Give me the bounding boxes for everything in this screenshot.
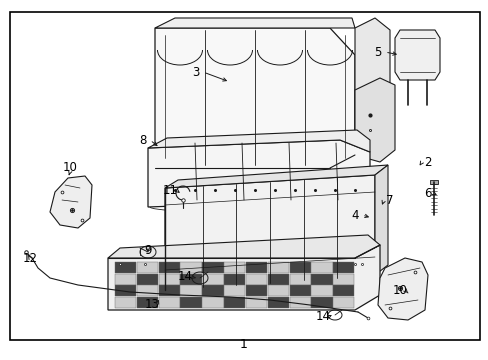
Polygon shape bbox=[377, 258, 427, 320]
Bar bbox=[332, 285, 354, 296]
Bar bbox=[245, 297, 266, 307]
Polygon shape bbox=[164, 175, 374, 290]
Text: 8: 8 bbox=[139, 134, 146, 147]
Bar bbox=[311, 285, 332, 296]
Bar bbox=[267, 285, 288, 296]
Bar bbox=[180, 285, 202, 296]
Bar bbox=[137, 297, 158, 307]
Bar bbox=[202, 274, 223, 284]
Bar bbox=[202, 297, 223, 307]
Bar bbox=[267, 262, 288, 273]
Bar bbox=[332, 297, 354, 307]
Text: 10: 10 bbox=[62, 161, 77, 174]
Bar bbox=[137, 285, 158, 296]
Polygon shape bbox=[354, 18, 389, 155]
Text: 14: 14 bbox=[177, 270, 192, 284]
Text: 5: 5 bbox=[373, 45, 381, 59]
Bar bbox=[180, 297, 202, 307]
Bar bbox=[224, 262, 245, 273]
Polygon shape bbox=[374, 165, 387, 275]
Polygon shape bbox=[394, 30, 439, 80]
Text: 10: 10 bbox=[392, 284, 407, 297]
Text: 4: 4 bbox=[350, 208, 358, 221]
Bar bbox=[245, 262, 266, 273]
Bar bbox=[289, 285, 310, 296]
Bar bbox=[245, 285, 266, 296]
Bar bbox=[115, 297, 136, 307]
Bar bbox=[289, 274, 310, 284]
Bar bbox=[137, 262, 158, 273]
Bar bbox=[115, 262, 136, 273]
Bar bbox=[224, 285, 245, 296]
Bar bbox=[311, 297, 332, 307]
Text: 2: 2 bbox=[424, 156, 431, 168]
Polygon shape bbox=[155, 28, 354, 168]
Bar bbox=[158, 274, 180, 284]
Bar bbox=[158, 285, 180, 296]
Bar bbox=[115, 274, 136, 284]
Bar bbox=[180, 262, 202, 273]
Text: 11: 11 bbox=[162, 184, 177, 197]
Polygon shape bbox=[148, 140, 369, 207]
Polygon shape bbox=[148, 130, 369, 152]
Bar bbox=[224, 297, 245, 307]
Bar bbox=[180, 274, 202, 284]
Bar bbox=[332, 262, 354, 273]
Polygon shape bbox=[108, 245, 379, 310]
Text: 12: 12 bbox=[22, 252, 38, 265]
Bar bbox=[224, 274, 245, 284]
Bar bbox=[289, 262, 310, 273]
Bar bbox=[115, 285, 136, 296]
Text: 7: 7 bbox=[386, 194, 393, 207]
Polygon shape bbox=[155, 18, 354, 28]
Text: 13: 13 bbox=[144, 298, 159, 311]
Bar bbox=[289, 297, 310, 307]
Text: 9: 9 bbox=[144, 243, 151, 257]
Text: 14: 14 bbox=[315, 310, 330, 324]
Bar bbox=[202, 285, 223, 296]
Bar bbox=[332, 274, 354, 284]
Bar bbox=[137, 274, 158, 284]
Text: 1: 1 bbox=[240, 338, 247, 351]
Polygon shape bbox=[429, 180, 437, 184]
Polygon shape bbox=[108, 235, 379, 258]
Text: 3: 3 bbox=[192, 66, 199, 78]
Bar bbox=[245, 274, 266, 284]
Bar bbox=[311, 274, 332, 284]
Bar bbox=[158, 262, 180, 273]
Polygon shape bbox=[164, 165, 387, 188]
Polygon shape bbox=[354, 78, 394, 162]
Bar bbox=[202, 262, 223, 273]
Polygon shape bbox=[50, 176, 92, 228]
Bar bbox=[267, 297, 288, 307]
Bar bbox=[267, 274, 288, 284]
Bar bbox=[311, 262, 332, 273]
Bar bbox=[158, 297, 180, 307]
Text: 6: 6 bbox=[424, 186, 431, 199]
